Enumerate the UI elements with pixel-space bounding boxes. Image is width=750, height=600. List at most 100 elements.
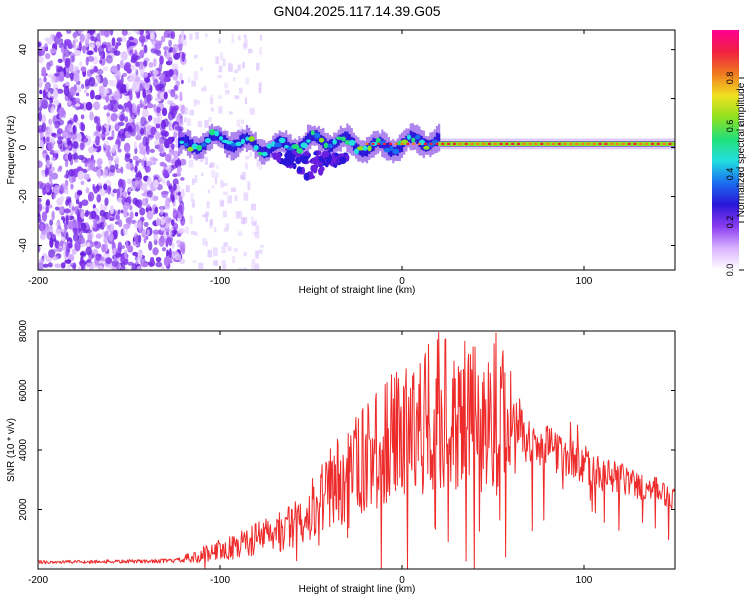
heatmap-cell: [85, 187, 90, 194]
heatmap-cell: [163, 77, 171, 83]
heatmap-cell: [74, 97, 81, 104]
heatmap-cell: [212, 247, 218, 257]
heatmap-cell: [38, 80, 44, 85]
heatmap-cell: [145, 144, 150, 155]
heatmap-cell: [171, 229, 178, 235]
heatmap-cell: [80, 180, 85, 185]
heatmap-cell: [79, 61, 83, 67]
heatmap-cell: [124, 131, 132, 139]
heatmap-cell: [359, 146, 362, 156]
heatmap-cell: [662, 142, 666, 145]
heatmap-cell: [464, 142, 468, 145]
heatmap-cell: [304, 135, 308, 148]
colorbar-label: Normalized spectral amplitude: [736, 82, 747, 217]
heatmap-cell: [435, 132, 439, 147]
heatmap-cell: [222, 182, 228, 187]
heatmap-cell: [123, 209, 129, 218]
heatmap-cell: [259, 47, 263, 55]
heatmap-cell: [55, 222, 59, 227]
heatmap-cell: [77, 226, 83, 232]
heatmap-cell: [186, 118, 192, 127]
snr-y-label: SNR (10 * v/v): [6, 418, 17, 482]
heatmap-cell: [45, 199, 51, 207]
heatmap-cell: [151, 161, 157, 166]
heatmap-cell: [306, 139, 311, 143]
heatmap-cell: [353, 148, 360, 155]
heatmap-cell: [111, 37, 116, 47]
heatmap-cell: [87, 32, 91, 40]
heatmap-cell: [104, 197, 109, 206]
heatmap-cell: [79, 33, 85, 43]
x-tick-label: 100: [576, 575, 593, 586]
heatmap-cell: [243, 38, 248, 48]
heatmap-cell: [221, 201, 224, 207]
heatmap-cell: [181, 188, 185, 199]
heatmap-cell: [148, 115, 152, 123]
heatmap-cell: [155, 256, 162, 263]
heatmap-cell: [346, 131, 349, 145]
heatmap-cell: [216, 164, 219, 169]
heatmap-cell: [247, 181, 251, 191]
heatmap-cell: [141, 198, 148, 207]
heatmap-cell: [217, 131, 220, 141]
heatmap-cell: [414, 134, 421, 140]
heatmap-cell: [218, 38, 221, 44]
heatmap-cell: [226, 137, 229, 151]
heatmap-cell: [221, 246, 226, 254]
heatmap-cell: [218, 136, 224, 141]
heatmap-cell: [60, 231, 64, 237]
heatmap-cell: [124, 202, 130, 208]
heatmap-cell: [108, 159, 112, 167]
heatmap-cell: [48, 249, 55, 258]
heatmap-cell: [137, 131, 141, 136]
heatmap-cell: [97, 265, 104, 270]
heatmap-cell: [208, 117, 212, 122]
colorbar-tick-label: 0.2: [725, 216, 735, 229]
heatmap-cell: [222, 263, 227, 270]
heatmap-cell: [124, 115, 129, 123]
heatmap-cell: [132, 103, 136, 114]
heatmap-cell: [184, 226, 189, 234]
heatmap-cell: [66, 262, 71, 270]
heatmap-cell: [295, 156, 302, 165]
heatmap-cell: [134, 49, 138, 57]
heatmap-cell: [122, 72, 128, 78]
heatmap-cell: [121, 179, 126, 190]
heatmap-cell: [171, 194, 175, 203]
heatmap-cell: [227, 246, 232, 252]
heatmap-cell: [69, 262, 77, 268]
heatmap-cell: [493, 142, 497, 145]
heatmap-cell: [74, 69, 79, 80]
heatmap-cell: [242, 43, 247, 50]
snr-x-ticks: -200 -100 0 100: [28, 331, 593, 586]
heatmap-cell: [86, 92, 90, 97]
heatmap-cell: [49, 219, 54, 227]
heatmap-cell: [245, 155, 249, 160]
heatmap-cell: [56, 31, 62, 39]
heatmap-cell: [53, 184, 61, 195]
heatmap-cell: [259, 34, 263, 41]
heatmap-cell: [209, 218, 213, 226]
heatmap-cell: [74, 50, 82, 56]
heatmap-cell: [258, 161, 263, 165]
heatmap-cell: [300, 142, 308, 149]
heatmap-cell: [107, 185, 112, 195]
heatmap-cell: [189, 215, 193, 225]
heatmap-cell: [240, 138, 246, 145]
heatmap-cell: [211, 185, 215, 189]
heatmap-cell: [140, 217, 145, 222]
heatmap-cell: [107, 46, 112, 52]
heatmap-cell: [242, 217, 248, 224]
heatmap-cell: [124, 249, 128, 260]
heatmap-cell: [101, 243, 106, 253]
heatmap-cell: [136, 199, 143, 209]
heatmap-cell: [136, 92, 140, 99]
y-tick-label: 0: [18, 144, 29, 150]
heatmap-cell: [134, 211, 139, 217]
heatmap-cell: [284, 152, 293, 158]
heatmap-cell: [438, 133, 441, 142]
heatmap-cell: [239, 125, 244, 130]
heatmap-cell: [169, 46, 174, 53]
heatmap-cell: [134, 179, 138, 187]
heatmap-cell: [127, 216, 133, 226]
